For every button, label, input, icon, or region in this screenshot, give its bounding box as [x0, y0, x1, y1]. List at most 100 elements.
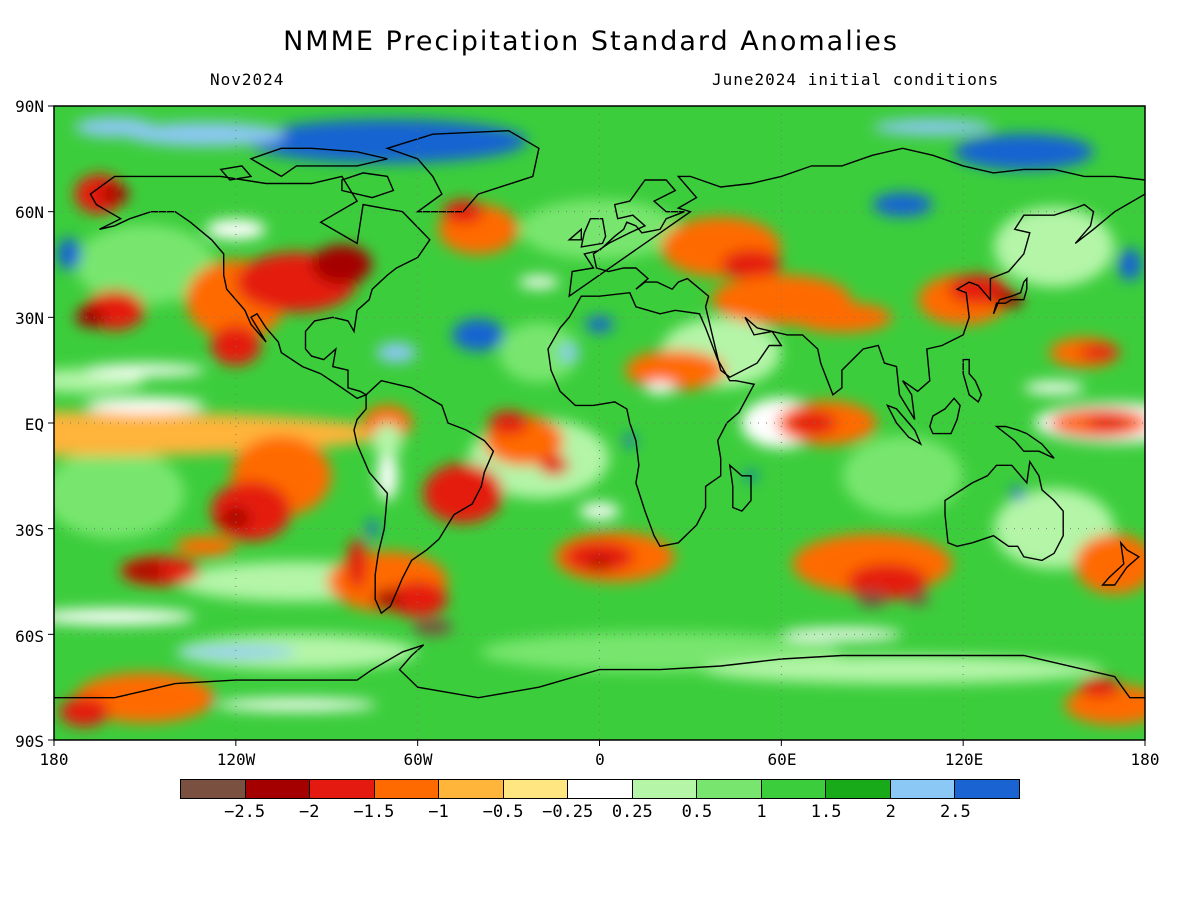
anomaly-blob [210, 325, 261, 366]
map-title: NMME Precipitation Standard Anomalies [283, 26, 899, 57]
colorbar-label: 1.5 [810, 802, 842, 822]
anomaly-blob [519, 199, 680, 260]
anomaly-blob [247, 119, 528, 164]
anomaly-blob [625, 350, 726, 391]
anomaly-blob [74, 672, 215, 723]
anomaly-blob [842, 435, 963, 516]
anomaly-blob [175, 536, 236, 557]
anomaly-blob [59, 696, 110, 727]
anomaly-blob [1117, 248, 1142, 281]
colorbar-label: 1 [756, 802, 767, 822]
anomaly-blob [367, 518, 378, 539]
forecast-month: Nov2024 [210, 70, 285, 89]
anomaly-blob [452, 318, 505, 351]
lon-label-0: 0 [595, 750, 605, 769]
lon-label-180w: 180 [39, 750, 69, 769]
colorbar-label: −0.25 [542, 802, 594, 822]
anomaly-blob [623, 434, 636, 447]
anomaly-blob [175, 645, 296, 658]
anomaly-blob [84, 364, 205, 377]
colorbar-swatch [181, 780, 246, 798]
coastline [54, 644, 1145, 699]
lat-label-90n: 90N [15, 97, 44, 116]
anomaly-blob [539, 455, 570, 476]
colorbar-label: −2.5 [224, 802, 266, 822]
lat-label-30s: 30S [15, 521, 44, 540]
coastline [353, 379, 495, 615]
anomaly-blob [1079, 677, 1120, 698]
lon-label-60w: 60W [403, 750, 433, 769]
anomaly-blob [559, 344, 580, 361]
anomaly-blob [176, 633, 417, 670]
anomaly-blob [791, 302, 892, 333]
anomaly-blob [99, 186, 130, 203]
anomaly-blob [125, 122, 286, 147]
coastline [341, 172, 395, 199]
colorbar-label: −0.5 [482, 802, 524, 822]
colorbar-swatch [890, 780, 956, 798]
coastlines [54, 129, 1145, 699]
anomaly-blob [781, 628, 902, 641]
colorbar-label: 2 [885, 802, 896, 822]
colorbar-label: 0.25 [611, 802, 653, 822]
coastline [385, 129, 540, 213]
anomaly-blob [1024, 381, 1085, 394]
anomaly-blob [721, 249, 782, 280]
colorbar-label: −1.5 [353, 802, 395, 822]
coastline [249, 147, 388, 178]
coastline [994, 425, 1055, 459]
colorbar [180, 779, 1020, 799]
coastline [728, 463, 752, 512]
anomaly-blob [205, 219, 266, 240]
colorbar-swatch [503, 780, 569, 798]
anomaly-blob [498, 322, 579, 383]
coastline [1101, 540, 1141, 586]
anomaly-blob [1009, 487, 1026, 500]
lon-label-180e: 180 [1130, 750, 1160, 769]
lat-label-eq: EQ [24, 415, 44, 434]
coastline [568, 147, 1145, 420]
anomaly-blob [1074, 533, 1145, 594]
anomaly-blob [948, 274, 1009, 305]
lon-label-60e: 60E [767, 750, 797, 769]
anomaly-blob [423, 463, 504, 524]
anomaly-blob [518, 276, 559, 289]
anomaly-blob [1086, 415, 1131, 431]
coastline [944, 459, 1064, 562]
coastline [547, 291, 756, 548]
anomaly-blob [373, 589, 402, 610]
coastline [992, 276, 1028, 315]
colorbar-label: 0.5 [681, 802, 713, 822]
anomaly-blob [587, 557, 612, 570]
anomaly-blob [857, 591, 888, 608]
lon-label-120e: 120E [944, 750, 984, 769]
coastline [929, 397, 961, 435]
colorbar-swatch [568, 780, 633, 798]
anomaly-blob [372, 422, 403, 459]
coastline [89, 175, 431, 400]
lon-label-120w: 120W [216, 750, 256, 769]
coastline [219, 165, 253, 181]
colorbar-swatch [955, 780, 1019, 798]
anomaly-blob [54, 608, 195, 625]
anomaly-blob [847, 563, 928, 600]
anomaly-blob [488, 411, 529, 435]
anomaly-blob [412, 619, 453, 636]
coastline [885, 404, 923, 446]
anomaly-blob [905, 593, 930, 606]
anomaly-blob [564, 541, 635, 572]
anomaly-blob [220, 508, 251, 529]
gridlines [54, 106, 1145, 740]
colorbar-label: −2 [298, 802, 320, 822]
anomaly-blob [74, 174, 125, 215]
coastline [580, 218, 607, 248]
lat-label-30n: 30N [15, 309, 44, 328]
anomaly-blob [702, 655, 1103, 684]
initial-conditions: June2024 initial conditions [712, 70, 1000, 89]
anomaly-blob [57, 237, 82, 270]
lat-label-60s: 60S [15, 627, 44, 646]
anomaly-blob [347, 538, 368, 589]
anomaly-blob [74, 224, 215, 305]
colorbar-swatch [439, 780, 504, 798]
